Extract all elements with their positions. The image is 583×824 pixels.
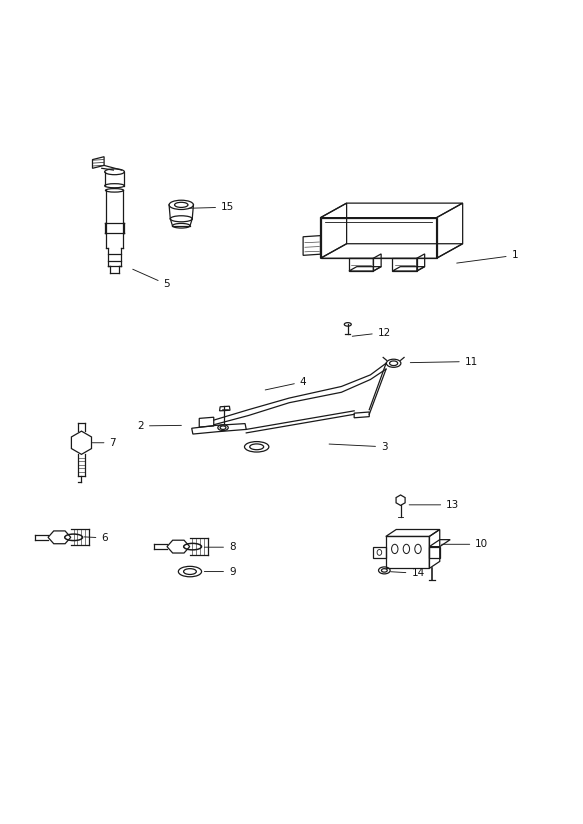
Text: 15: 15 bbox=[189, 202, 234, 213]
Text: 4: 4 bbox=[265, 377, 307, 390]
Text: 5: 5 bbox=[133, 269, 170, 289]
Text: 7: 7 bbox=[92, 438, 116, 447]
Text: 11: 11 bbox=[410, 357, 478, 367]
Text: 12: 12 bbox=[352, 327, 391, 338]
Text: 13: 13 bbox=[409, 500, 459, 510]
Text: 2: 2 bbox=[138, 421, 181, 431]
Text: 3: 3 bbox=[329, 442, 388, 452]
Text: 6: 6 bbox=[84, 533, 108, 543]
Text: 8: 8 bbox=[204, 542, 236, 552]
Text: 14: 14 bbox=[391, 569, 424, 578]
Text: 9: 9 bbox=[204, 567, 236, 577]
Text: 1: 1 bbox=[456, 250, 518, 263]
Text: 10: 10 bbox=[442, 539, 489, 550]
